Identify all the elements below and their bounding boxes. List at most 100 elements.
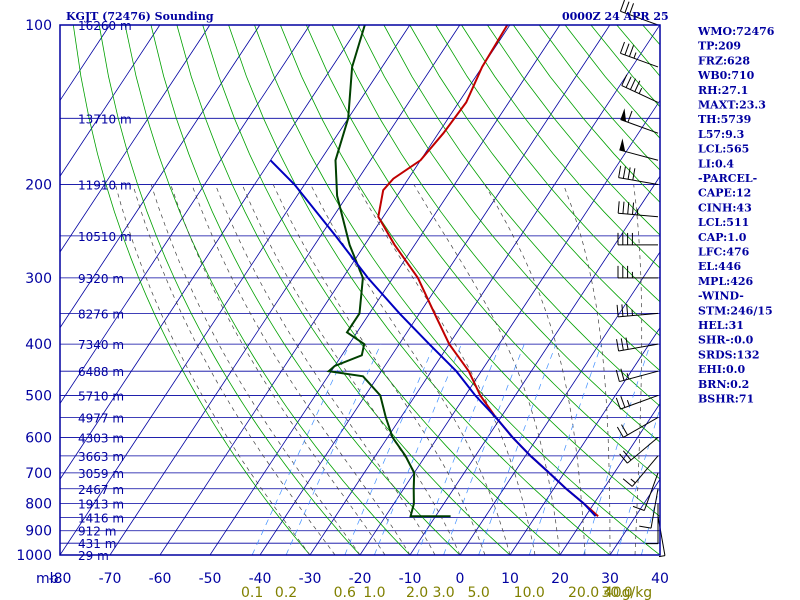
wind-barb [619,138,659,161]
wind-barb-staff [618,212,659,218]
wind-barb-feather [639,525,652,529]
wind-barb-feather [632,505,645,511]
wind-barb [615,394,659,410]
dry-adiabat-line [72,25,311,555]
mixing-ratio-line [478,343,557,555]
temperature-tick-label: -60 [149,571,172,587]
wind-barb-feather [631,202,635,215]
dry-adiabat-line [409,25,660,337]
stat-line: LCL:511 [698,216,749,229]
stat-line: FRZ:628 [698,54,750,67]
wind-barb [615,368,659,383]
wind-barb-feather [621,424,628,436]
wind-barb-feather [628,45,635,57]
moist-adiabat-line [633,184,643,555]
isotherm-line [209,25,561,555]
mixing-ratio-line [374,343,462,555]
wind-barb-flag [620,108,627,122]
wind-barb-feather [629,78,636,90]
mixing-ratio-label: 40g/kg [604,585,652,600]
pressure-tick-label: 200 [25,178,52,194]
mixing-ratio-line [443,343,525,555]
wind-barb [657,516,666,558]
stat-line: EL:446 [698,260,741,273]
wind-barb [616,416,659,438]
wind-barb [621,74,659,103]
temperature-tick-label: -70 [99,571,122,587]
isotherm-line [60,25,211,253]
isotherm-line [259,25,611,555]
dry-adiabats [72,25,660,555]
mixing-ratio-line [251,343,351,555]
height-label: 2467 m [78,483,124,497]
temperature-tick-label: -50 [199,571,222,587]
wind-barb-feather [616,426,624,438]
mixing-ratio-line [344,343,435,555]
wind-barb-feather [615,397,621,410]
wind-barb-feather [616,339,620,352]
height-label: 6488 m [78,365,124,379]
mixing-ratio-lines [251,343,660,555]
stat-line: HEL:31 [698,319,744,332]
mixing-ratio-label: 2.0 [406,585,428,600]
height-labels: 16260 m 13710 m 11910 m 10510 m 9320 m 8276 m… [78,19,132,563]
isotherm-line [60,25,411,555]
stat-line: TP:209 [698,40,741,53]
parcel-trace [269,159,597,517]
wind-barb [617,201,659,218]
height-label: 1416 m [78,512,124,526]
wind-barb-feather [632,168,636,181]
stat-line: WMO:72476 [697,25,775,38]
stat-line: CAPE:12 [698,187,751,200]
wind-barbs [615,0,666,558]
pressure-tick-label: 400 [25,337,52,353]
moist-adiabat-line [170,184,386,555]
height-label: 8276 m [78,307,124,321]
wind-barb-staff [631,455,659,487]
dry-adiabat-line [124,25,411,555]
wind-barb-feather [620,368,625,381]
height-label: 431 m [78,537,116,551]
mixing-ratio-line [416,343,501,555]
height-label: 16260 m [78,19,132,33]
height-label: 3663 m [78,450,124,464]
stat-line: LFC:476 [698,246,750,259]
pressure-tick-label: 800 [25,497,52,513]
wind-barb-feather [621,304,624,317]
mixing-ratio-label: 20.0 [568,585,599,600]
pressure-tick-label: 500 [25,388,52,404]
moist-adiabat-line [484,184,586,555]
wind-barb-staff [620,10,659,26]
wind-barb [619,0,659,26]
wind-barb-feather [624,43,630,56]
pressure-tick-label: 100 [25,18,52,34]
mixing-ratio-line [285,343,382,555]
moist-adiabat-line [310,184,511,555]
pressure-tick-label: 700 [25,466,52,482]
pressure-tick-label: 900 [25,524,52,540]
height-label: 1913 m [78,498,124,512]
stat-line: CINH:43 [698,201,752,214]
pressure-tick-label: 300 [25,271,52,287]
plot-frame [59,24,661,556]
mixing-ratio-line [528,343,602,555]
temperature-tick-label: -80 [49,571,72,587]
height-label: 11910 m [78,179,132,193]
stat-line: LI:0.4 [698,157,734,170]
wind-barb-half-feather [626,400,630,407]
wind-barb-feather [626,304,629,317]
mixing-ratio-line [583,343,651,555]
wind-barb-half-feather [638,88,643,94]
wind-barb-staff [618,312,659,318]
wind-barb-feather [622,478,633,487]
stat-line: L57:9.3 [698,128,744,141]
stat-line: CAP:1.0 [698,231,747,244]
mixing-ratio-label: 0.6 [334,585,356,600]
wind-barb [619,437,659,464]
temperature-tick-label: 30 [601,571,619,587]
isotherm-line [60,25,261,329]
moist-adiabat-line [214,184,436,555]
dry-adiabat-line [228,25,611,555]
